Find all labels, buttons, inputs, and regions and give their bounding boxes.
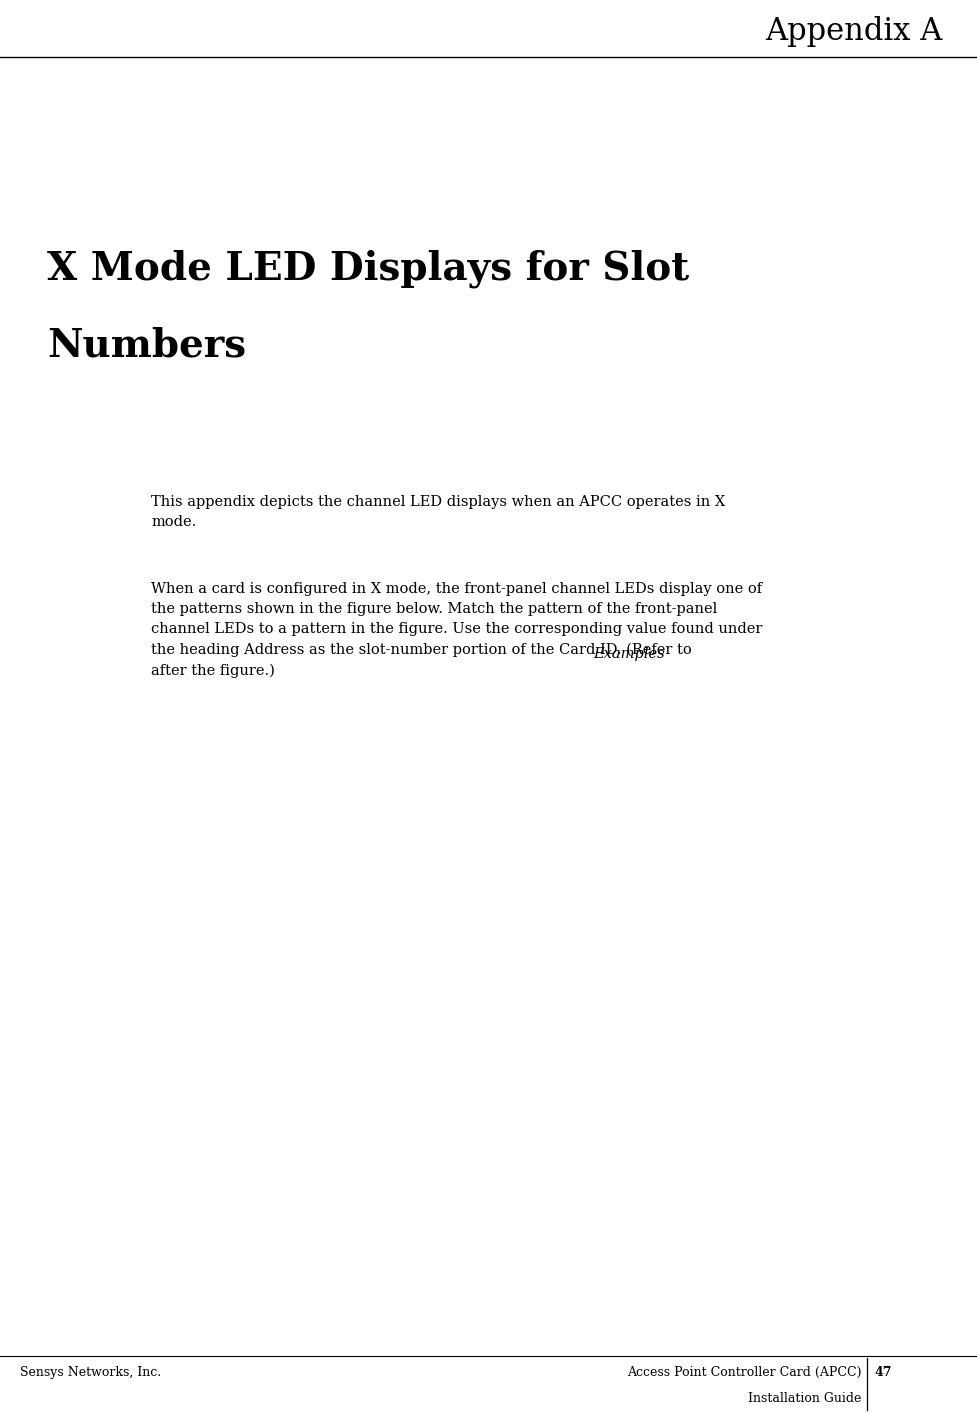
Text: Examples: Examples xyxy=(593,647,664,661)
Text: X Mode LED Displays for Slot: X Mode LED Displays for Slot xyxy=(47,250,689,288)
Text: 47: 47 xyxy=(874,1366,892,1379)
Text: This appendix depicts the channel LED displays when an APCC operates in X
mode.: This appendix depicts the channel LED di… xyxy=(151,495,726,528)
Text: Installation Guide: Installation Guide xyxy=(748,1392,862,1405)
Text: Numbers: Numbers xyxy=(47,326,246,365)
Text: Sensys Networks, Inc.: Sensys Networks, Inc. xyxy=(20,1366,160,1379)
Text: Appendix A: Appendix A xyxy=(765,16,943,47)
Text: Access Point Controller Card (APCC): Access Point Controller Card (APCC) xyxy=(627,1366,862,1379)
Text: When a card is configured in X mode, the front-panel channel LEDs display one of: When a card is configured in X mode, the… xyxy=(151,582,763,678)
